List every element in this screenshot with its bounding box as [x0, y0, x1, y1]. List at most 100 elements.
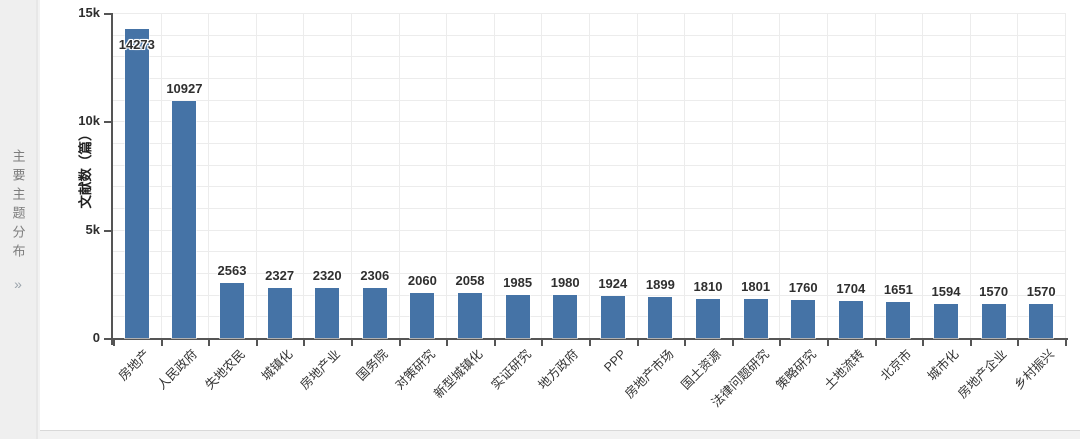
bar[interactable]	[648, 296, 673, 338]
x-tick-mark	[636, 340, 639, 346]
y-tick-mark	[104, 229, 111, 232]
x-axis-label: 房地产业	[297, 347, 344, 393]
bar[interactable]	[981, 304, 1006, 338]
x-axis-label: 实证研究	[488, 347, 534, 393]
v-gridline	[731, 13, 733, 338]
v-gridline	[1065, 13, 1066, 338]
bar-value-label: 10927	[166, 81, 203, 97]
x-axis-label: 乡村振兴	[1011, 347, 1058, 393]
bar[interactable]	[362, 288, 387, 338]
x-tick-mark	[303, 340, 306, 346]
x-tick-mark	[113, 340, 115, 346]
bar-value-label: 1570	[1026, 284, 1056, 299]
bar[interactable]	[220, 282, 244, 338]
x-axis-line	[105, 338, 1068, 340]
x-axis-label: 房地产	[116, 347, 153, 384]
bar[interactable]	[886, 302, 911, 338]
v-gridline	[255, 13, 257, 338]
x-tick-mark	[684, 340, 687, 346]
x-tick-mark	[922, 340, 925, 346]
y-tick-label: 0	[92, 330, 100, 345]
v-gridline	[779, 13, 781, 338]
v-gridline	[541, 13, 543, 338]
v-gridline	[827, 13, 828, 338]
bar[interactable]	[1029, 304, 1054, 338]
bar[interactable]	[696, 298, 720, 338]
x-axis-label: 失地农民	[202, 347, 248, 393]
bar[interactable]	[267, 287, 292, 338]
bar-value-label: 1810	[693, 278, 723, 294]
bar-value-label: 2058	[455, 273, 485, 289]
x-tick-mark	[731, 340, 734, 346]
x-axis-label: 策略研究	[773, 347, 820, 393]
v-gridline	[684, 13, 686, 338]
v-gridline	[303, 13, 305, 338]
bar-value-label: 1924	[598, 276, 628, 292]
x-axis-label: 北京市	[877, 347, 915, 384]
bar-value-label: 1704	[836, 281, 866, 297]
v-gridline	[160, 13, 162, 338]
topic-distribution-sidebar: 主要主题分布 »	[0, 0, 38, 439]
x-tick-mark	[969, 340, 972, 346]
bar[interactable]	[124, 28, 149, 338]
bar-value-label: 1760	[788, 279, 818, 295]
x-tick-mark	[255, 340, 258, 346]
expand-chevron-icon[interactable]: »	[14, 275, 22, 292]
v-gridline	[874, 13, 876, 338]
x-axis-label: 城镇化	[259, 347, 296, 384]
y-axis-line	[111, 13, 113, 345]
bar-value-label: 1985	[503, 275, 533, 290]
v-gridline	[351, 13, 352, 338]
x-tick-mark	[1017, 340, 1020, 346]
v-gridline	[1017, 13, 1019, 338]
x-tick-mark	[827, 340, 829, 346]
topic-distribution-bar-chart: 文献数（篇） 0 5k 10k 15k 14273 房地产 10927 人民政府 2563 失地农…	[40, 0, 1080, 430]
x-tick-mark	[1065, 340, 1067, 346]
y-tick-mark	[104, 13, 111, 15]
sidebar-title: 主要主题分布	[10, 148, 26, 263]
x-axis-label: 土地流转	[821, 347, 867, 393]
bar[interactable]	[600, 296, 625, 338]
v-gridline	[589, 13, 590, 338]
bar-value-label: 1899	[645, 276, 675, 292]
y-axis-title: 文献数（篇）	[78, 127, 93, 209]
bar-value-label: 1801	[741, 279, 771, 294]
x-tick-mark	[446, 340, 449, 346]
x-tick-mark	[160, 340, 163, 346]
bar[interactable]	[553, 295, 578, 338]
x-tick-mark	[589, 340, 591, 346]
bar-value-label: 2320	[312, 267, 342, 283]
y-tick-mark	[104, 121, 111, 124]
v-gridline	[446, 13, 448, 338]
x-tick-mark	[208, 340, 211, 346]
bar[interactable]	[458, 293, 482, 338]
bar[interactable]	[410, 293, 435, 338]
x-tick-mark	[493, 340, 496, 346]
x-tick-mark	[779, 340, 782, 346]
bar[interactable]	[838, 301, 863, 338]
v-gridline	[922, 13, 924, 338]
v-gridline	[208, 13, 210, 338]
x-axis-label: 房地产市场	[622, 347, 677, 402]
bar[interactable]	[172, 101, 197, 338]
bar-value-label: 1980	[550, 275, 580, 291]
x-tick-mark	[398, 340, 401, 346]
x-axis-label: 国土资源	[678, 347, 724, 393]
bar-value-label: 2306	[360, 268, 390, 283]
bar[interactable]	[505, 295, 530, 338]
x-axis-label: 房地产企业	[955, 347, 1010, 402]
bar-value-label: 2327	[265, 267, 295, 283]
x-axis-label: 地方政府	[535, 347, 582, 393]
bar-value-label: 1651	[883, 282, 913, 298]
bar[interactable]	[934, 303, 958, 338]
bar[interactable]	[315, 287, 340, 338]
chart-panel: 文献数（篇） 0 5k 10k 15k 14273 房地产 10927 人民政府 2563 失地农…	[40, 0, 1080, 431]
x-axis-label: 国务院	[354, 347, 391, 384]
v-gridline	[493, 13, 495, 338]
bar[interactable]	[743, 299, 768, 338]
x-tick-mark	[874, 340, 877, 346]
bar[interactable]	[791, 299, 816, 338]
bar-value-label: 14273	[118, 36, 155, 52]
y-tick-label: 5k	[85, 221, 100, 237]
bar-value-label: 1570	[979, 284, 1009, 299]
